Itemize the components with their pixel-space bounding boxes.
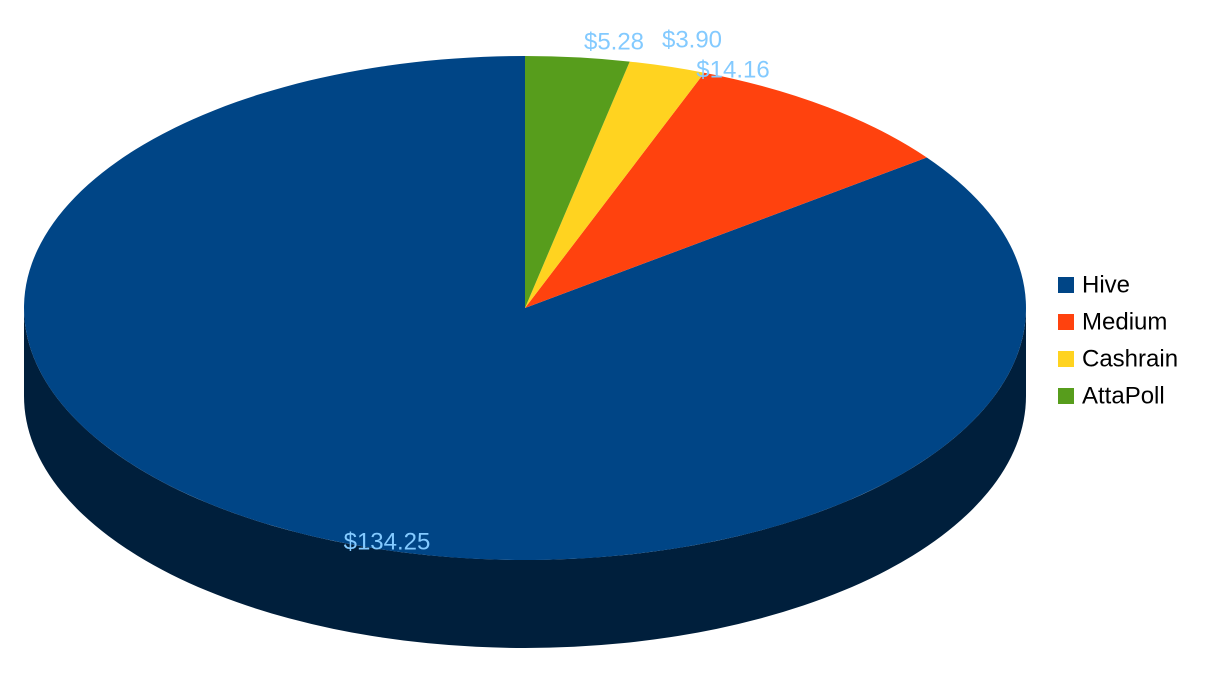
pie-slice bbox=[525, 56, 630, 308]
value-label: $14.16 bbox=[696, 56, 769, 83]
legend-swatch bbox=[1058, 388, 1074, 404]
legend-swatch bbox=[1058, 351, 1074, 367]
pie-slice bbox=[24, 56, 1027, 560]
legend-label: Medium bbox=[1082, 308, 1167, 335]
pie-side bbox=[24, 308, 1026, 648]
legend-swatch bbox=[1058, 314, 1074, 330]
legend-label: Cashrain bbox=[1082, 345, 1178, 372]
legend-label: Hive bbox=[1082, 271, 1130, 298]
value-label: $3.90 bbox=[662, 26, 722, 53]
pie-slice bbox=[525, 72, 927, 308]
legend-label: AttaPoll bbox=[1082, 382, 1165, 409]
value-label: $134.25 bbox=[344, 528, 431, 555]
value-label: $5.28 bbox=[584, 28, 644, 55]
pie-slice bbox=[525, 61, 705, 308]
legend-swatch bbox=[1058, 277, 1074, 293]
